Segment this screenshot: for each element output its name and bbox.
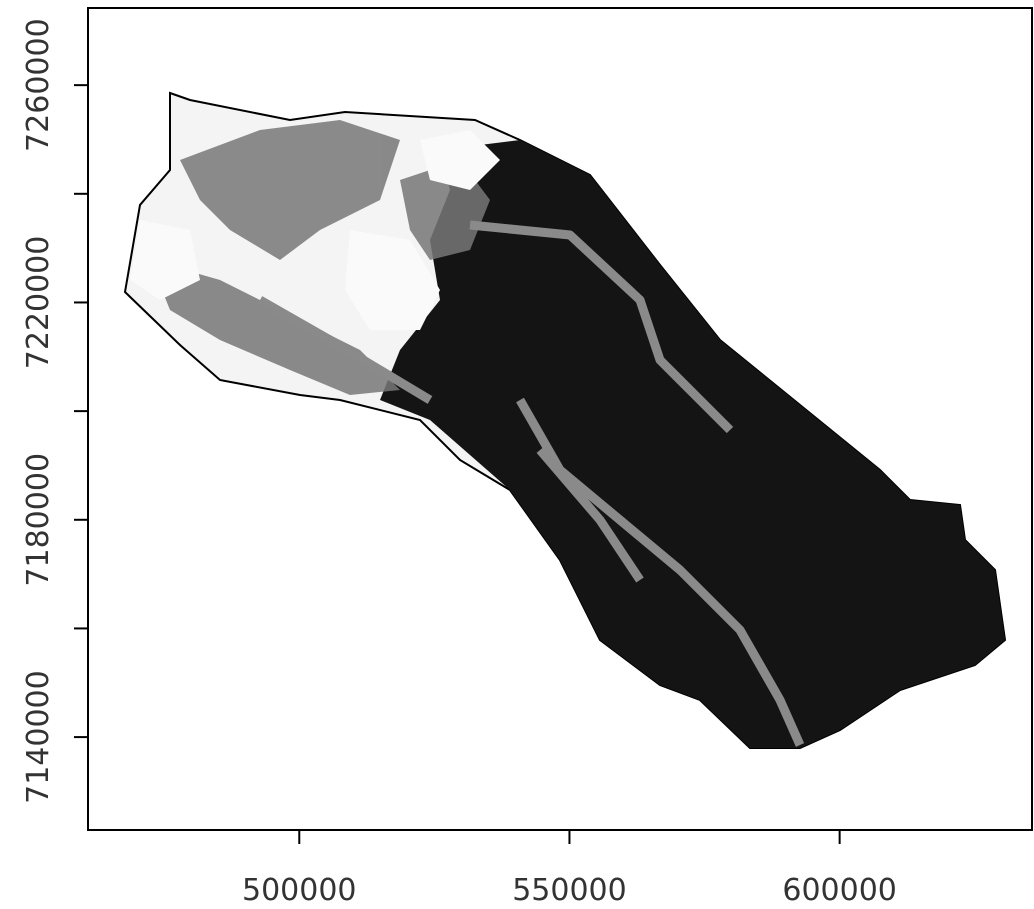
- dark-zone: [380, 140, 1005, 748]
- raster: [123, 91, 1007, 749]
- y-tick-label: 7140000: [21, 670, 56, 804]
- river: [257, 296, 433, 404]
- plot-frame: [87, 7, 1033, 831]
- gray-patch: [180, 120, 400, 260]
- river: [469, 220, 734, 434]
- y-tick-label: 7180000: [21, 453, 56, 587]
- light-patch: [345, 230, 440, 330]
- x-tick-label: 500000: [242, 873, 357, 908]
- light-patch: [420, 130, 500, 190]
- y-tick-label: 7260000: [21, 18, 56, 152]
- river: [536, 447, 644, 583]
- light-patch: [130, 220, 200, 300]
- x-tick-label: 550000: [512, 873, 627, 908]
- x-tick-label: 600000: [782, 873, 897, 908]
- y-tick-label: 7220000: [21, 236, 56, 370]
- gray-patch: [150, 260, 400, 395]
- light-patches: [130, 130, 500, 330]
- rivers: [257, 220, 805, 747]
